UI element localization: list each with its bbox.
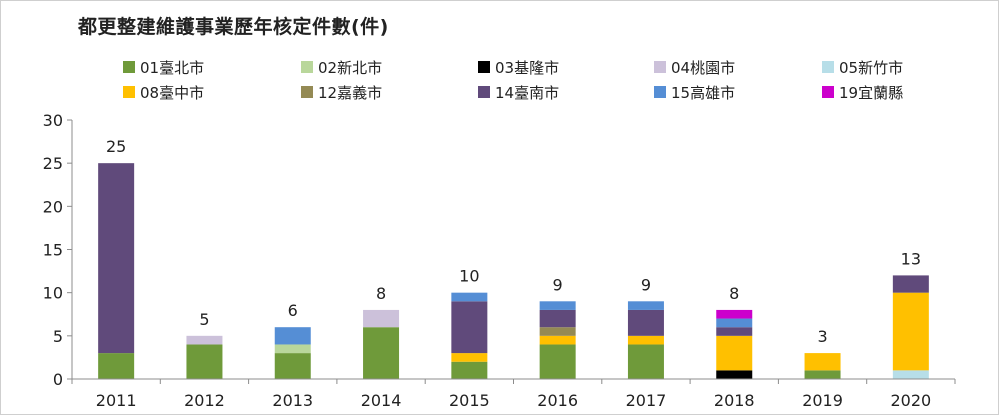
bar-segment: [627, 301, 664, 310]
x-tick-label: 2017: [626, 391, 667, 410]
legend-swatch: [822, 61, 834, 73]
x-tick-label: 2020: [890, 391, 931, 410]
bar-segment: [627, 335, 664, 345]
legend-swatch: [301, 86, 313, 98]
bar-segment: [539, 327, 576, 336]
bar-total-label: 3: [817, 327, 827, 346]
y-tick-label: 10: [43, 284, 63, 303]
legend-swatch: [654, 86, 666, 98]
legend-label: 05新竹市: [839, 59, 903, 77]
bar-segment: [716, 318, 753, 328]
x-tick-label: 2018: [714, 391, 755, 410]
bar-total-label: 8: [376, 284, 386, 303]
legend: 01臺北市 02新北市 03基隆市 04桃園市 05新竹市 08臺中市 12嘉義市 14臺南市…: [123, 59, 903, 102]
bar-segment: [716, 327, 753, 336]
legend-swatch: [822, 86, 834, 98]
legend-swatch: [301, 61, 313, 73]
bar-total-label: 6: [288, 301, 298, 320]
bar-segment: [716, 370, 753, 379]
x-tick-label: 2013: [272, 391, 313, 410]
data-labels: 25 5 6 8 10 9 9 8 3 13: [106, 137, 921, 346]
bar-segment: [804, 370, 841, 379]
legend-label: 03基隆市: [495, 59, 559, 77]
legend-label: 19宜蘭縣: [839, 84, 903, 102]
legend-swatch: [123, 61, 135, 73]
x-tick-label: 2015: [449, 391, 490, 410]
bar-segment: [98, 353, 135, 379]
bar-total-label: 9: [641, 275, 651, 294]
x-axis: 2011 2012 2013 2014 2015 2016 2017 2018 2019 2020: [71, 378, 956, 410]
bar-segment: [716, 335, 753, 371]
bar-segment: [539, 335, 576, 345]
bar-segment: [98, 163, 135, 354]
bar-segment: [716, 309, 753, 319]
bar-segment: [539, 301, 576, 310]
y-tick-label: 20: [43, 197, 63, 216]
bar-segment: [451, 292, 488, 302]
y-tick-label: 0: [53, 370, 63, 389]
x-tick-label: 2016: [537, 391, 578, 410]
bar-segment: [539, 344, 576, 379]
y-tick-label: 30: [43, 111, 63, 130]
bar-segment: [892, 275, 929, 293]
legend-label: 08臺中市: [140, 84, 204, 102]
legend-label: 04桃園市: [671, 59, 735, 77]
bar-segment: [451, 353, 488, 362]
legend-label: 14臺南市: [495, 84, 559, 102]
bar-total-label: 13: [901, 249, 921, 268]
legend-swatch: [478, 86, 490, 98]
bar-segment: [363, 327, 400, 379]
bar-total-label: 25: [106, 137, 126, 156]
bar-segment: [363, 309, 400, 328]
bar-segment: [892, 292, 929, 371]
x-tick-label: 2019: [802, 391, 843, 410]
bars: [98, 163, 929, 379]
bar-segment: [892, 370, 929, 379]
legend-label: 02新北市: [318, 59, 382, 77]
bar-total-label: 8: [729, 284, 739, 303]
bar-segment: [186, 335, 223, 345]
y-tick-label: 15: [43, 241, 63, 260]
bar-segment: [627, 344, 664, 379]
bar-segment: [627, 309, 664, 336]
bar-segment: [539, 309, 576, 328]
bar-total-label: 10: [459, 267, 479, 286]
legend-swatch: [654, 61, 666, 73]
bar-segment: [274, 344, 311, 354]
chart-title: 都更整建維護事業歷年核定件數(件): [78, 16, 389, 38]
x-tick-label: 2012: [184, 391, 225, 410]
y-tick-label: 5: [53, 327, 63, 346]
legend-swatch: [478, 61, 490, 73]
x-tick-label: 2014: [361, 391, 402, 410]
x-tick-label: 2011: [96, 391, 137, 410]
y-tick-label: 25: [43, 154, 63, 173]
bar-segment: [804, 353, 841, 371]
legend-swatch: [123, 86, 135, 98]
legend-label: 15高雄市: [671, 84, 735, 102]
bar-segment: [274, 353, 311, 379]
bar-total-label: 5: [199, 310, 209, 329]
bar-segment: [451, 301, 488, 354]
legend-label: 12嘉義市: [318, 84, 382, 102]
y-axis: 0 5 10 15 20 25 30: [43, 111, 73, 389]
bar-segment: [186, 344, 223, 379]
bar-total-label: 9: [553, 275, 563, 294]
bar-segment: [451, 361, 488, 379]
bar-segment: [274, 327, 311, 345]
legend-label: 01臺北市: [140, 59, 204, 77]
